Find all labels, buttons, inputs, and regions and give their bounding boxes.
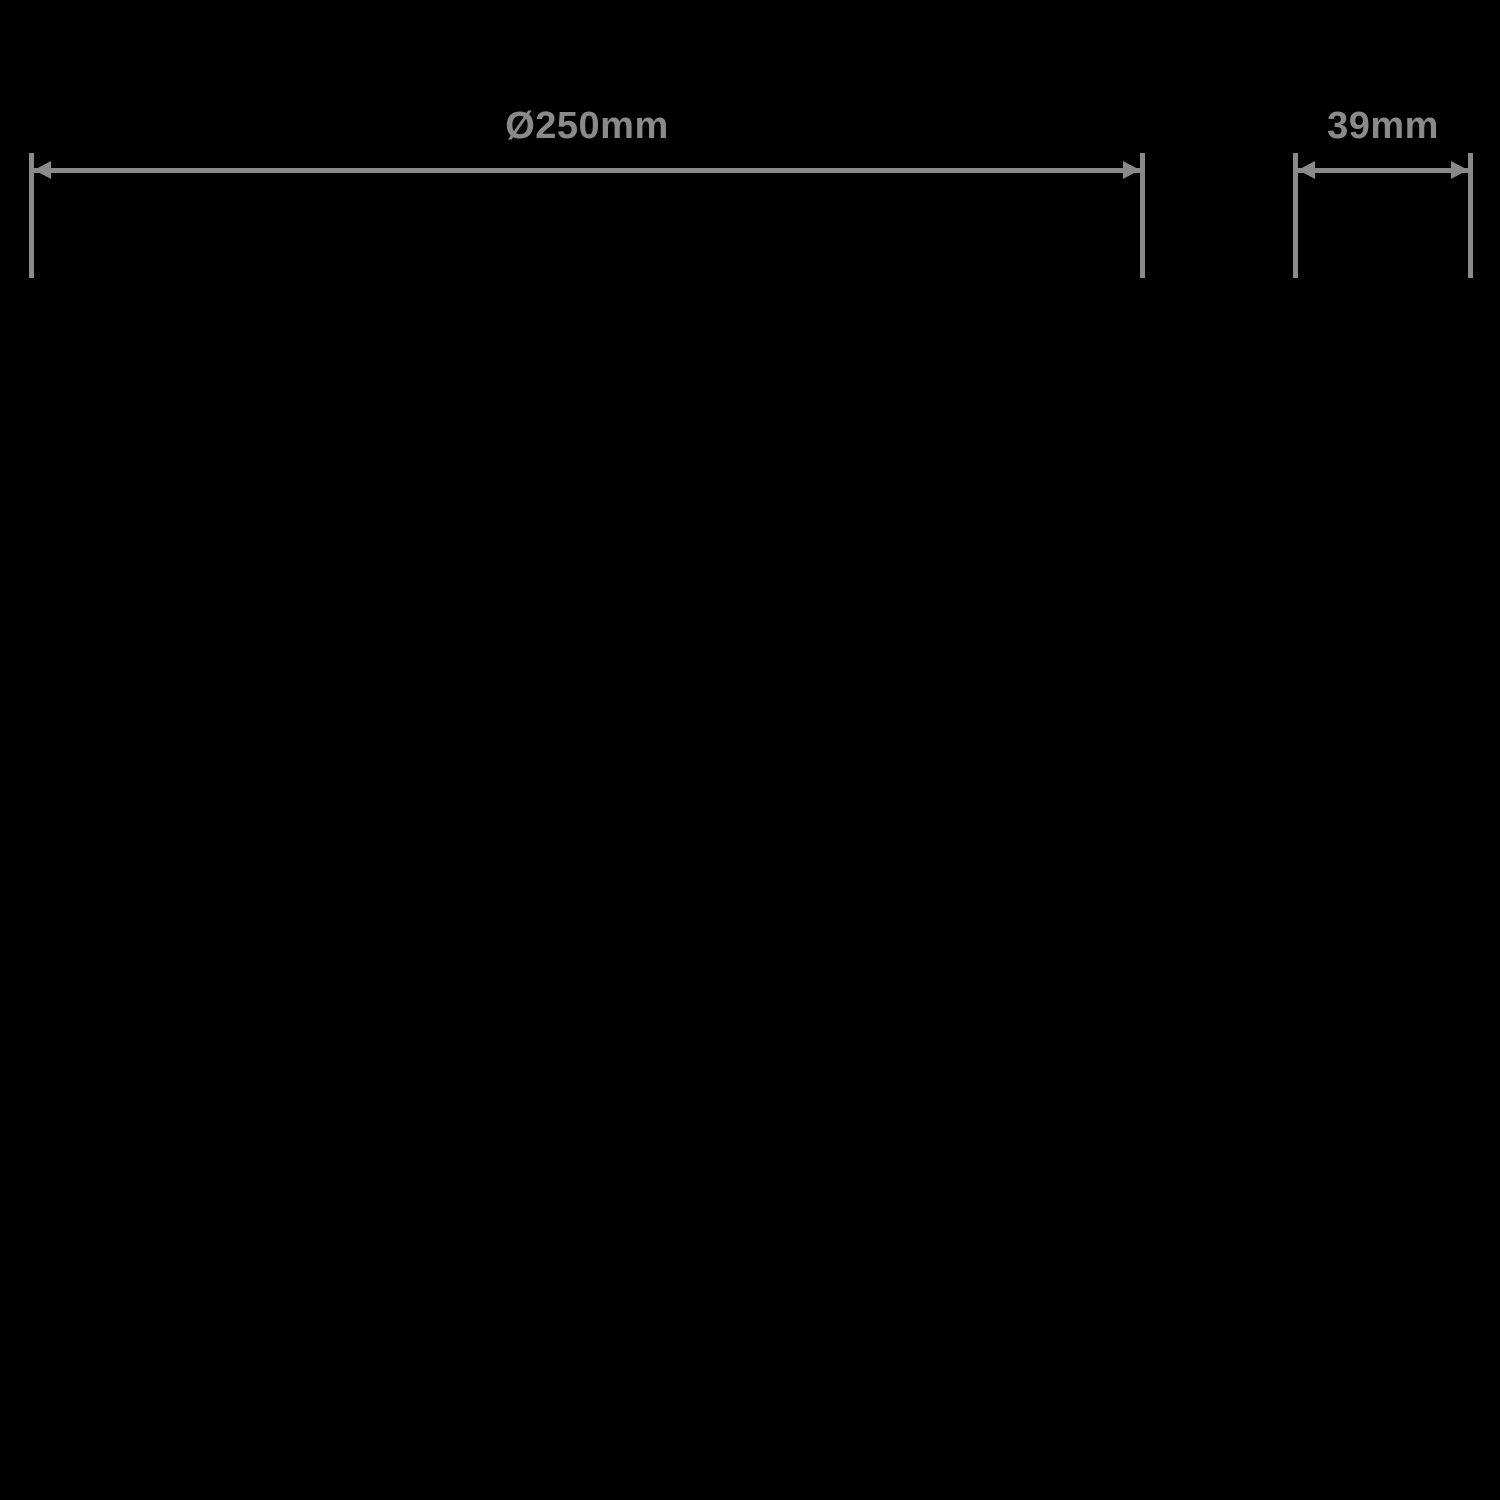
diameter-arrowhead-left-icon xyxy=(34,161,51,179)
secondary-extension-line-left xyxy=(1293,153,1298,278)
secondary-arrowhead-right-icon xyxy=(1451,161,1468,179)
diameter-dimension-line xyxy=(34,168,1140,173)
secondary-arrowhead-left-icon xyxy=(1298,161,1315,179)
secondary-extension-line-right xyxy=(1468,153,1473,278)
diameter-dimension-label: Ø250mm xyxy=(505,105,669,147)
secondary-dimension-line xyxy=(1298,168,1468,173)
secondary-dimension-label: 39mm xyxy=(1327,105,1439,147)
diameter-arrowhead-right-icon xyxy=(1123,161,1140,179)
diameter-extension-line-right xyxy=(1140,153,1145,278)
diameter-extension-line-left xyxy=(29,153,34,278)
